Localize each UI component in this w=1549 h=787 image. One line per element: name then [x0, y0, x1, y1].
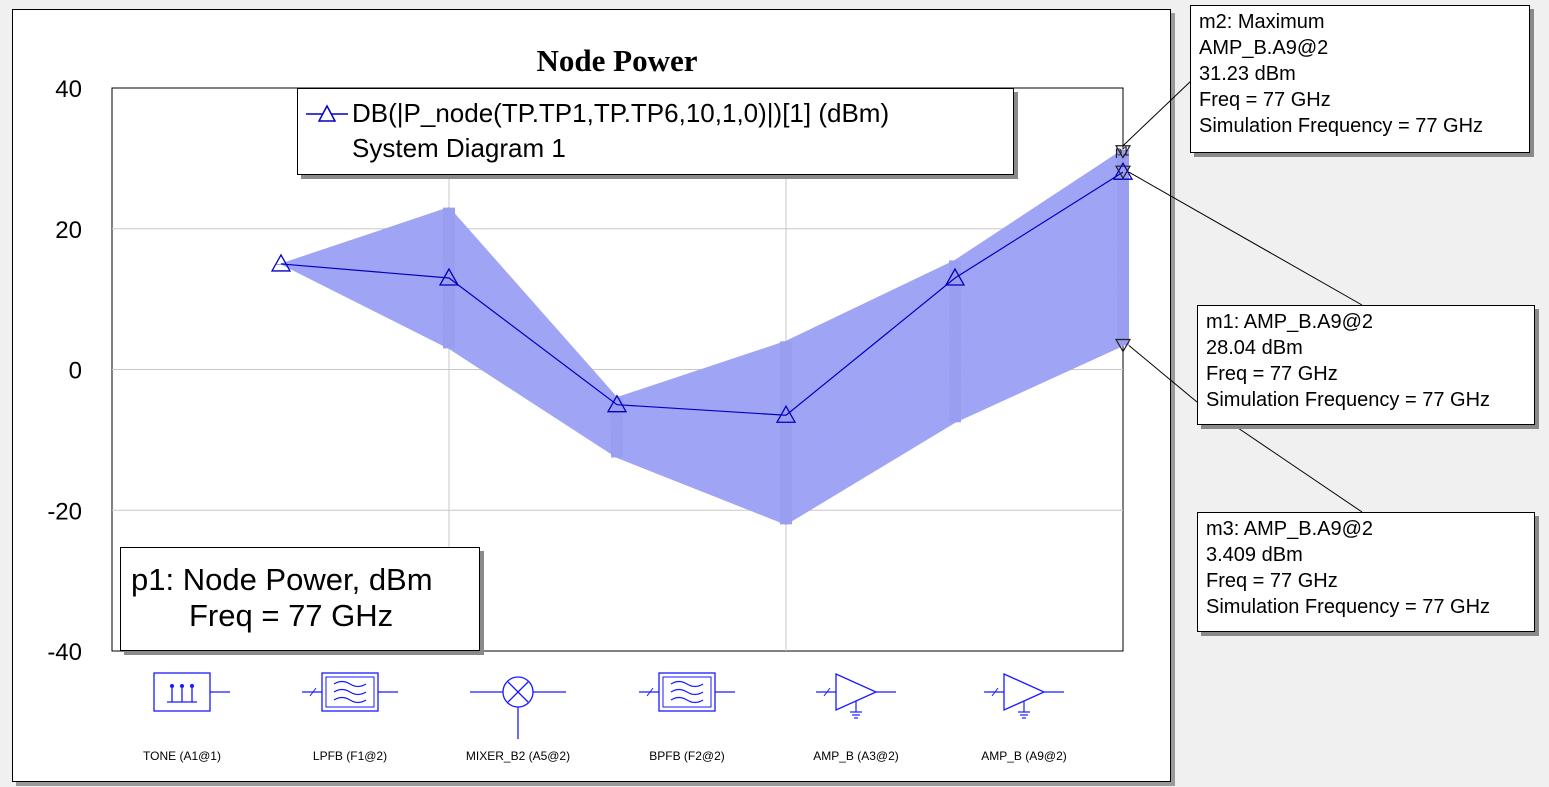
- component-label: LPFB (F1@2): [313, 749, 387, 763]
- chart-title: Node Power: [537, 43, 698, 78]
- monte-carlo-trace: [280, 263, 1124, 456]
- m1-line-3: Freq = 77 GHz: [1206, 363, 1338, 385]
- monte-carlo-trace: [280, 263, 1124, 523]
- m3-line-3: Freq = 77 GHz: [1206, 570, 1338, 592]
- marker-leader-lines: [1122, 79, 1363, 513]
- monte-carlo-trace: [280, 214, 1124, 411]
- p1-tag: p1: [1115, 144, 1129, 159]
- mixer-icon: [470, 676, 566, 739]
- legend-series-sublabel: System Diagram 1: [352, 133, 566, 163]
- legend-series-label: DB(|P_node(TP.TP1,TP.TP6,10,1,0)|)[1] (d…: [352, 98, 890, 128]
- series-point-marker: [438, 267, 460, 286]
- series-point-marker: [270, 253, 292, 272]
- y-tick-labels: 40 20 0 -20 -40: [47, 76, 82, 666]
- monte-carlo-trace: [280, 263, 1124, 444]
- y-tick-label: 40: [55, 76, 82, 103]
- monte-carlo-trace: [280, 254, 1124, 449]
- y-tick-label: 0: [69, 358, 82, 385]
- m1-line-2: 28.04 dBm: [1206, 337, 1303, 359]
- monte-carlo-trace: [280, 263, 1124, 465]
- marker-m1-box[interactable]: m1: AMP_B.A9@2 28.04 dBm Freq = 77 GHz S…: [1197, 305, 1535, 425]
- component-label: AMP_B (A9@2): [981, 749, 1067, 763]
- m3-line-4: Simulation Frequency = 77 GHz: [1206, 596, 1491, 618]
- monte-carlo-trace: [280, 208, 1124, 420]
- m2-line-4: Freq = 77 GHz: [1199, 89, 1331, 111]
- m1-line-4: Simulation Frequency = 77 GHz: [1206, 389, 1491, 411]
- series-point-marker: [944, 267, 966, 286]
- p1-line-2: Freq = 77 GHz: [189, 598, 394, 633]
- m3-line-1: m3: AMP_B.A9@2: [1206, 518, 1374, 540]
- monte-carlo-trace: [280, 261, 1124, 445]
- component-schematic: TONE (A1@1) LPFB (F1@2) MIXER_B2 (A5@2) BPF…: [143, 672, 1067, 763]
- p1-line-1: p1: Node Power, dBm: [131, 562, 433, 597]
- monte-carlo-trace: [280, 263, 1124, 432]
- monte-carlo-trace: [280, 191, 1124, 414]
- monte-carlo-trace: [280, 210, 1124, 457]
- component-label: AMP_B (A3@2): [813, 749, 899, 763]
- lowpass-filter-icon: [302, 672, 398, 712]
- series-line-nominal: [280, 171, 1124, 416]
- monte-carlo-trace: [280, 257, 1124, 427]
- series-point-marker: [606, 394, 628, 413]
- legend: DB(|P_node(TP.TP1,TP.TP6,10,1,0)|)[1] (d…: [297, 88, 1014, 175]
- amplifier-icon: [984, 672, 1064, 719]
- p1-annotation: p1: Node Power, dBm Freq = 77 GHz: [120, 547, 480, 651]
- monte-carlo-trace: [280, 263, 1124, 480]
- monte-carlo-trace: [280, 242, 1124, 459]
- component-label: BPFB (F2@2): [649, 749, 725, 763]
- monte-carlo-trace: [280, 263, 1124, 481]
- series-point-marker: [775, 404, 797, 423]
- m2-line-2: AMP_B.A9@2: [1199, 37, 1329, 59]
- m2-line-3: 31.23 dBm: [1199, 63, 1296, 85]
- monte-carlo-trace: [280, 263, 1124, 486]
- marker-m3-box[interactable]: m3: AMP_B.A9@2 3.409 dBm Freq = 77 GHz S…: [1197, 512, 1535, 632]
- node-spread-bar: [949, 260, 961, 423]
- marker-m3-point: [1114, 338, 1132, 353]
- node-spread-bar: [780, 341, 792, 525]
- monte-carlo-trace: [280, 247, 1124, 466]
- marker-m2-box[interactable]: m2: Maximum AMP_B.A9@2 31.23 dBm Freq = …: [1190, 5, 1530, 153]
- monte-carlo-trace: [280, 238, 1124, 438]
- m1-line-1: m1: AMP_B.A9@2: [1206, 311, 1374, 333]
- monte-carlo-trace: [280, 238, 1124, 429]
- monte-carlo-trace: [280, 211, 1124, 428]
- monte-carlo-trace: [280, 263, 1124, 495]
- m2-line-5: Simulation Frequency = 77 GHz: [1199, 115, 1484, 137]
- y-tick-label: 20: [55, 217, 82, 244]
- monte-carlo-trace: [280, 263, 1124, 474]
- amplifier-icon: [816, 672, 896, 719]
- monte-carlo-trace: [280, 237, 1124, 441]
- m1-leader-line: [1128, 171, 1363, 306]
- tone-source-icon: [153, 672, 230, 712]
- node-spread-bar: [1117, 149, 1129, 346]
- node-spread-bar: [611, 397, 623, 458]
- y-tick-label: -40: [47, 639, 82, 666]
- monte-carlo-trace: [280, 215, 1124, 450]
- m2-leader-line: [1122, 79, 1193, 147]
- bandpass-filter-icon: [639, 672, 735, 712]
- y-tick-label: -20: [47, 498, 82, 525]
- m3-line-2: 3.409 dBm: [1206, 544, 1303, 566]
- monte-carlo-trace: [280, 263, 1124, 461]
- monte-carlo-trace: [280, 235, 1124, 420]
- legend-line-sample: [306, 104, 348, 122]
- component-label: TONE (A1@1): [143, 749, 221, 763]
- m3-leader-line: [1128, 345, 1198, 403]
- m2-line-1: m2: Maximum: [1199, 11, 1325, 33]
- monte-carlo-trace: [280, 257, 1124, 429]
- monte-carlo-trace: [280, 234, 1124, 404]
- monte-carlo-trace: [280, 263, 1124, 459]
- component-label: MIXER_B2 (A5@2): [466, 749, 570, 763]
- marker-m1-point: [1114, 165, 1132, 180]
- m3-leader-line-2: [1237, 427, 1363, 513]
